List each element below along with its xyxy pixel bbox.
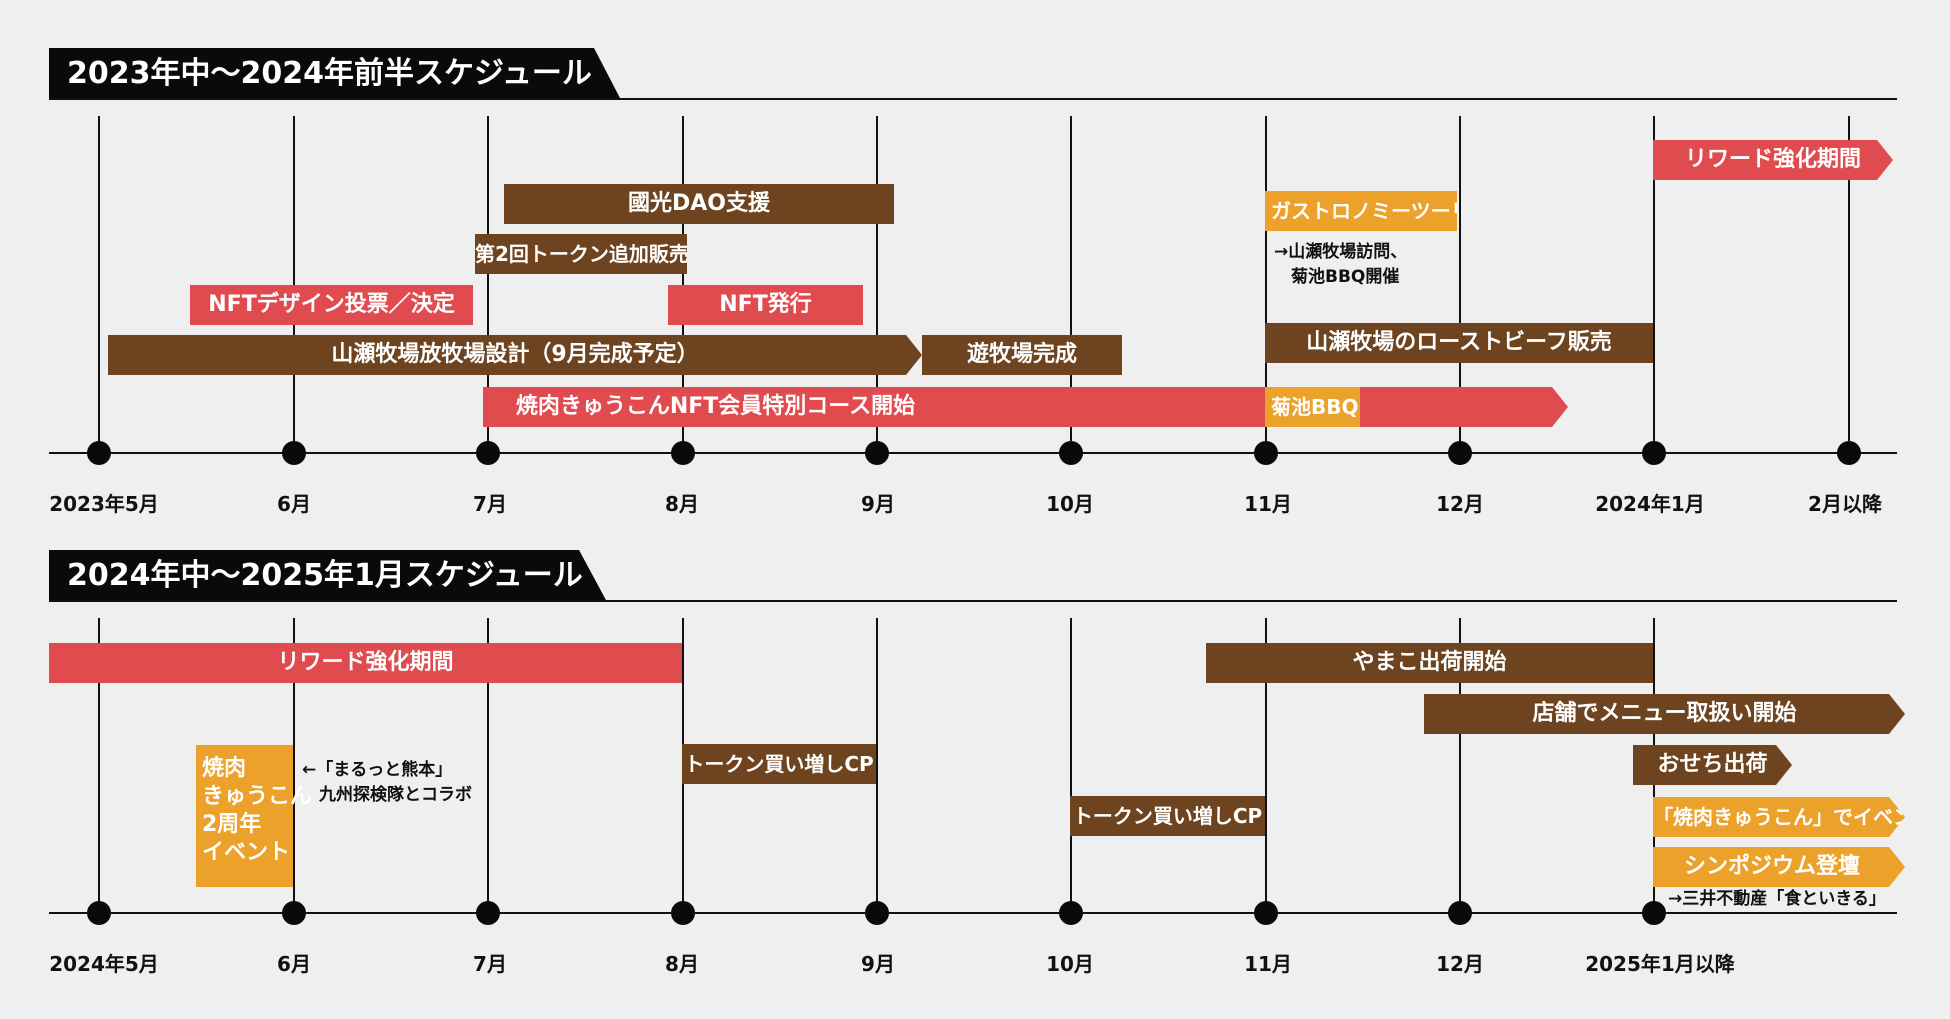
section2-gridline	[98, 618, 100, 912]
section2-month-label: 10月	[1046, 952, 1094, 976]
section2-month-dot	[1059, 901, 1083, 925]
section1-month-label: 6月	[277, 492, 311, 516]
section1-title: 2023年中～2024年前半スケジュール	[49, 48, 621, 100]
bar-yakiniku-nft-course: 焼肉きゅうこんNFT会員特別コース開始	[483, 387, 1568, 427]
section1-month-dot	[1642, 441, 1666, 465]
section1-gridline	[293, 116, 295, 452]
section1-gridline	[1265, 116, 1267, 452]
section2-month-dot	[282, 901, 306, 925]
section1-month-dot	[1448, 441, 1472, 465]
section1-month-label: 12月	[1436, 492, 1484, 516]
section2-month-dot	[87, 901, 111, 925]
section2-month-dot	[1642, 901, 1666, 925]
symposium-note: →三井不動産「食といきる」	[1668, 889, 1886, 909]
section2-month-label: 2025年1月以降	[1585, 952, 1735, 976]
section2-gridline	[293, 618, 295, 912]
section2-month-dot	[1254, 901, 1278, 925]
section1-gridline	[98, 116, 100, 452]
section1-month-dot	[865, 441, 889, 465]
section1-gridline	[682, 116, 684, 452]
bar-reward-period-2024: リワード強化期間	[1653, 140, 1893, 180]
bar-roast-beef-sale: 山瀬牧場のローストビーフ販売	[1265, 323, 1653, 363]
section1-month-label: 2024年1月	[1595, 492, 1705, 516]
section2-month-label: 7月	[473, 952, 507, 976]
section1-title-rule	[49, 98, 1897, 100]
section2-month-label: 12月	[1436, 952, 1484, 976]
bar-ranch-design: 山瀬牧場放牧場設計（9月完成予定）	[108, 335, 922, 375]
section1-month-label: 7月	[473, 492, 507, 516]
bar-token-additional-sale: 第2回トークン追加販売	[475, 234, 687, 274]
bar-ranch-complete: 遊牧場完成	[922, 335, 1122, 375]
section2-month-label: 6月	[277, 952, 311, 976]
bar-osechi-shipping: おせち出荷	[1633, 745, 1792, 785]
section1-month-label: 8月	[665, 492, 699, 516]
section1-gridline	[876, 116, 878, 452]
bar-symposium: シンポジウム登壇	[1653, 847, 1905, 887]
bar-shop-menu-start: 店舗でメニュー取扱い開始	[1424, 694, 1905, 734]
section1-gridline	[1653, 116, 1655, 452]
section1-month-label: 9月	[861, 492, 895, 516]
section1-month-label: 11月	[1244, 492, 1292, 516]
section2-timeline-axis	[49, 912, 1897, 914]
section1-gridline	[487, 116, 489, 452]
bar-token-cp-1: トークン買い増しCP	[682, 744, 876, 784]
section2-gridline	[1070, 618, 1072, 912]
section2-gridline	[1459, 618, 1461, 912]
section1-month-label: 2月以降	[1808, 492, 1882, 516]
section2-month-dot	[1448, 901, 1472, 925]
bar-yamako-shipping: やまこ出荷開始	[1206, 643, 1653, 683]
section2-gridline	[487, 618, 489, 912]
section2-month-label: 8月	[665, 952, 699, 976]
bar-kokko-dao-support: 國光DAO支援	[504, 184, 894, 224]
section2-gridline	[876, 618, 878, 912]
bar-reward-period: リワード強化期間	[49, 643, 682, 683]
bar-yakiniku-event: 「焼肉きゅうこん」でイベント	[1653, 797, 1905, 837]
bar-gastronomy-tourism: ガストロノミーツーリズム	[1265, 191, 1457, 231]
section1-month-dot	[87, 441, 111, 465]
section1-timeline-axis	[49, 452, 1897, 454]
section1-month-dot	[1837, 441, 1861, 465]
section1-gridline	[1070, 116, 1072, 452]
bar-kikuchi-bbq: 菊池BBQ	[1265, 387, 1360, 427]
section2-month-dot	[865, 901, 889, 925]
bar-nft-design-vote: NFTデザイン投票／決定	[190, 285, 473, 325]
section2-month-label: 9月	[861, 952, 895, 976]
section1-month-dot	[476, 441, 500, 465]
collab-note: ←「まるっと熊本」 九州探検隊とコラボ	[302, 760, 472, 805]
bar-nft-issue: NFT発行	[668, 285, 863, 325]
gastronomy-tourism-note: →山瀬牧場訪問、 菊池BBQ開催	[1274, 242, 1408, 287]
section2-title-rule	[49, 600, 1897, 602]
section2-month-label: 11月	[1244, 952, 1292, 976]
bar-token-cp-2: トークン買い増しCP	[1070, 796, 1265, 836]
section1-gridline	[1848, 116, 1850, 452]
section2-month-dot	[671, 901, 695, 925]
section2-title: 2024年中～2025年1月スケジュール	[49, 550, 607, 602]
section1-gridline	[1459, 116, 1461, 452]
section2-month-dot	[476, 901, 500, 925]
section2-gridline	[1265, 618, 1267, 912]
section1-month-dot	[1254, 441, 1278, 465]
section1-month-label: 10月	[1046, 492, 1094, 516]
section1-month-dot	[671, 441, 695, 465]
anniversary-event-box: 焼肉 きゅうこん 2周年 イベント	[196, 745, 312, 887]
section2-month-label: 2024年5月	[49, 952, 159, 976]
section1-month-label: 2023年5月	[49, 492, 159, 516]
section1-month-dot	[1059, 441, 1083, 465]
section1-month-dot	[282, 441, 306, 465]
